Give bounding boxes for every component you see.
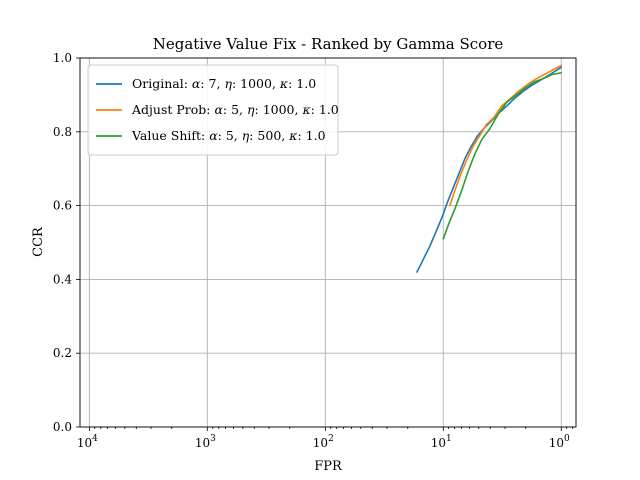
legend-label-part: κ: [301, 102, 311, 117]
legend-label-part: κ: [279, 76, 289, 91]
series-line-1: [416, 66, 563, 273]
legend-label-part: α: [209, 128, 218, 143]
legend-label-part: η: [242, 128, 250, 143]
legend-label-1: Original: α: 7, η: 1000, κ: 1.0: [132, 76, 316, 91]
chart-title: Negative Value Fix - Ranked by Gamma Sco…: [153, 35, 504, 53]
legend-label-part: : 5,: [218, 128, 242, 143]
x-axis-label: FPR: [314, 459, 343, 474]
legend-label-part: : 1000,: [232, 76, 280, 91]
legend-label-part: α: [192, 76, 201, 91]
x-tick-base: 10: [549, 436, 564, 450]
x-tick-exponent: 1: [446, 434, 452, 444]
y-tick-label: 1.0: [53, 51, 72, 65]
x-tick-label: 100: [549, 434, 570, 450]
y-axis-ticks: 0.0 0.2 0.4 0.6 0.8 1.0: [53, 51, 80, 434]
legend-label-part: η: [247, 102, 255, 117]
x-tick-label: 103: [195, 434, 216, 450]
x-tick-label: 101: [431, 434, 452, 450]
series-line-3: [442, 71, 563, 240]
legend-label-part: Value Shift:: [131, 128, 209, 143]
y-tick-label: 0.6: [53, 199, 72, 213]
x-tick-label: 104: [77, 434, 98, 450]
legend-label-part: : 1.0: [311, 102, 339, 117]
legend-label-part: : 1.0: [288, 76, 316, 91]
y-tick-label: 0.4: [53, 272, 72, 286]
x-tick-base: 10: [77, 436, 92, 450]
legend-label-part: : 500,: [249, 128, 289, 143]
x-tick-base: 10: [431, 436, 446, 450]
legend-label-part: : 5,: [223, 102, 247, 117]
x-tick-base: 10: [195, 436, 210, 450]
legend-label-part: Adjust Prob:: [131, 102, 214, 117]
legend-label-part: : 1000,: [255, 102, 303, 117]
series-line-2: [449, 64, 563, 207]
series-layer: [416, 64, 563, 273]
y-tick-label: 0.8: [53, 125, 72, 139]
legend-label-part: α: [214, 102, 223, 117]
y-tick-label: 0.2: [53, 346, 72, 360]
x-tick-exponent: 0: [564, 434, 570, 444]
x-tick-label: 102: [313, 434, 334, 450]
x-axis-ticks: 104 103 102 101 100: [77, 427, 574, 450]
legend-box: [87, 64, 339, 156]
legend-label-part: : 1.0: [297, 128, 325, 143]
x-tick-exponent: 2: [328, 434, 334, 444]
legend-label-part: η: [224, 76, 232, 91]
legend-label-2: Adjust Prob: α: 5, η: 1000, κ: 1.0: [131, 102, 339, 117]
legend-label-part: Original:: [132, 76, 192, 91]
legend-label-part: κ: [288, 128, 298, 143]
x-tick-exponent: 4: [92, 434, 98, 444]
x-tick-exponent: 3: [210, 434, 216, 444]
y-tick-label: 0.0: [53, 420, 72, 434]
legend-label-part: : 7,: [200, 76, 224, 91]
x-tick-base: 10: [313, 436, 328, 450]
legend-label-3: Value Shift: α: 5, η: 500, κ: 1.0: [131, 128, 326, 143]
y-axis-label: CCR: [31, 226, 46, 257]
plot-frame: [79, 57, 577, 428]
